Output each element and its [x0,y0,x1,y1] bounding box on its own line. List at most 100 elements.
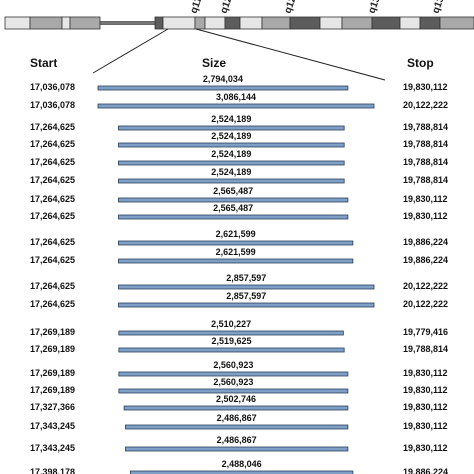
stop-value: 19,788,814 [403,122,448,132]
start-value: 17,269,189 [30,385,75,395]
zoom-line-right [195,28,386,81]
chromosome-ideogram: q11.2 q12.1 q12.3 q13.2 q13.3 [4,0,474,30]
size-value: 2,524,189 [211,167,251,177]
size-value: 2,565,487 [213,186,253,196]
stop-value: 19,830,112 [403,443,448,453]
deletion-row: 17,269,189 2,519,625 19,788,814 [30,336,448,354]
deletion-row: 17,264,625 2,857,597 20,122,222 [30,291,448,309]
start-value: 17,398,178 [30,467,75,474]
deletion-bar [118,284,375,290]
size-value: 2,857,597 [226,273,266,283]
start-value: 17,264,625 [30,157,75,167]
deletion-row: 17,264,625 2,524,189 19,788,814 [30,149,448,167]
start-value: 17,269,189 [30,327,75,337]
chromosome-band-segment [439,16,474,30]
start-value: 17,269,189 [30,344,75,354]
stop-value: 19,830,112 [403,385,448,395]
start-value: 17,036,078 [30,82,75,92]
deletion-row: 17,327,366 2,502,746 19,830,112 [30,394,448,412]
header-start: Start [30,56,57,70]
deletion-row: 17,264,625 2,565,487 19,830,112 [30,203,448,221]
size-value: 2,565,487 [213,203,253,213]
chromosome-band-segment [289,16,321,30]
deletion-row: 17,264,625 2,621,599 19,886,224 [30,247,448,265]
deletion-bar [118,197,349,203]
deletion-bar [118,388,349,394]
start-value: 17,264,625 [30,281,75,291]
deletion-bar [118,125,345,131]
start-value: 17,036,078 [30,100,75,110]
deletion-bar [118,214,349,220]
deletion-bar [129,470,354,474]
size-value: 2,794,034 [203,74,243,84]
band-label: q13.3 [430,0,449,15]
deletion-bar [97,85,349,91]
deletion-row: 17,036,078 3,086,144 20,122,222 [30,92,448,110]
stop-value: 20,122,222 [403,299,448,309]
deletion-row: 17,264,625 2,565,487 19,830,112 [30,186,448,204]
chromosome-band-segment [162,16,196,30]
deletion-row: 17,264,625 2,857,597 20,122,222 [30,273,448,291]
stop-value: 19,788,814 [403,344,448,354]
deletion-bar [118,178,345,184]
stop-value: 19,886,224 [403,237,448,247]
band-label: q11.2 [188,0,207,15]
start-value: 17,343,245 [30,443,75,453]
deletion-bar [118,160,345,166]
deletion-row: 17,036,078 2,794,034 19,830,112 [30,74,448,92]
deletion-row: 17,264,625 2,524,189 19,788,814 [30,114,448,132]
start-value: 17,264,625 [30,194,75,204]
band-label: q13.2 [366,0,385,15]
size-value: 2,621,599 [216,247,256,257]
deletion-bar [118,240,354,246]
start-value: 17,264,625 [30,255,75,265]
chromosome-band-segment [29,16,63,30]
chromosome-band-segment [4,16,31,30]
chromosome-band-segment [419,16,441,30]
size-value: 2,621,599 [216,229,256,239]
deletion-bar [97,103,375,109]
size-value: 2,486,867 [217,413,257,423]
chromosome-band-segment [341,16,373,30]
deletion-row: 17,264,625 2,524,189 19,788,814 [30,167,448,185]
stop-value: 19,788,814 [403,139,448,149]
stop-value: 19,830,112 [403,82,448,92]
start-value: 17,264,625 [30,211,75,221]
deletion-bar [125,446,349,452]
deletion-row: 17,398,178 2,488,046 19,886,224 [30,459,448,474]
size-value: 2,486,867 [217,435,257,445]
start-value: 17,264,625 [30,122,75,132]
zoom-lines [92,28,386,81]
chromosome-band-segment [61,16,71,30]
start-value: 17,269,189 [30,368,75,378]
chromosome-band-segment [224,16,241,30]
start-value: 17,264,625 [30,139,75,149]
chromosome-band-segment [319,16,343,30]
deletion-row: 17,343,245 2,486,867 19,830,112 [30,435,448,453]
deletion-bar [125,424,349,430]
deletion-bar [118,258,354,264]
stop-value: 19,830,112 [403,194,448,204]
deletion-row: 17,264,625 2,621,599 19,886,224 [30,229,448,247]
start-value: 17,343,245 [30,421,75,431]
chromosome-band-segment [399,16,421,30]
stop-value: 19,830,112 [403,402,448,412]
start-value: 17,264,625 [30,175,75,185]
size-value: 2,502,746 [216,394,256,404]
deletion-bar [118,371,349,377]
size-value: 2,560,923 [213,377,253,387]
band-label: q12.3 [282,0,301,15]
stop-value: 19,788,814 [403,175,448,185]
stop-value: 19,830,112 [403,211,448,221]
start-value: 17,264,625 [30,299,75,309]
deletion-bar [118,302,375,308]
size-value: 2,560,923 [213,360,253,370]
deletion-bar [123,405,349,411]
size-value: 2,519,625 [211,336,251,346]
chromosome-band-segment [371,16,401,30]
start-value: 17,327,366 [30,402,75,412]
stop-value: 19,886,224 [403,255,448,265]
size-value: 3,086,144 [216,92,256,102]
deletion-row: 17,269,189 2,560,923 19,830,112 [30,377,448,395]
